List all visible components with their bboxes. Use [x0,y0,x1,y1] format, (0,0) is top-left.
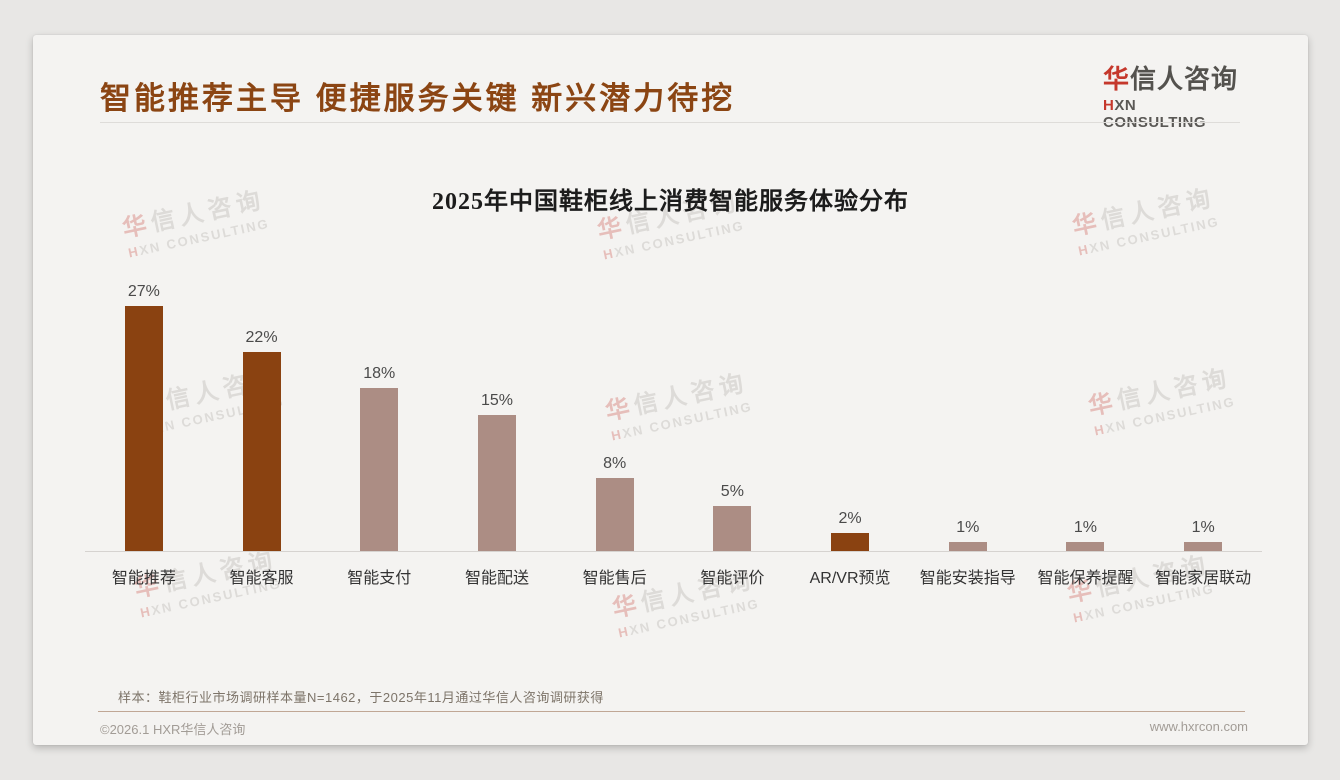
bar-value-label: 22% [245,328,278,346]
category-label-3: 智能配送 [464,570,529,587]
bar-column-5: 5% [674,265,792,551]
footer-divider [98,711,1245,712]
category-label-7: 智能安装指导 [919,570,1016,587]
header-divider [100,122,1240,123]
bar-4 [595,478,634,551]
category-label-9: 智能家居联动 [1155,570,1252,587]
copyright-text: ©2026.1 HXR华信人咨询 [100,722,246,737]
bar-value-label: 18% [363,364,396,382]
bar-0 [124,306,163,551]
bar-value-label: 5% [720,482,744,500]
bar-value-label: 2% [838,509,862,527]
website-text: www.hxrcon.com [1149,719,1248,734]
bar-column-4: 8% [556,265,674,551]
brand-logo: 华信人咨询 HXN CONSULTING [1103,59,1243,131]
logo-cn-accent: 华 [1103,64,1131,94]
category-label-1: 智能客服 [229,570,294,587]
bar-column-1: 22% [203,265,321,551]
bar-value-label: 1% [1191,518,1215,536]
category-label-2: 智能支付 [347,570,412,587]
bar-value-label: 1% [956,518,980,536]
bar-3 [477,415,516,551]
bar-value-label: 8% [603,455,627,473]
bar-column-0: 27% [85,265,203,551]
bar-1 [242,351,281,551]
bar-7 [948,541,987,551]
bar-6 [831,532,870,551]
bar-9 [1184,541,1223,551]
bar-column-6: 2% [791,265,909,551]
logo-en-accent: H [1103,97,1115,114]
page-title: 智能推荐主导 便捷服务关键 新兴潜力待挖 [100,81,736,116]
bar-5 [713,505,752,551]
logo-cn-rest: 信人咨询 [1130,64,1239,94]
category-label-6: AR/VR预览 [809,570,891,587]
bar-column-8: 1% [1027,265,1145,551]
category-label-8: 智能保养提醒 [1037,570,1134,587]
report-slide: 华信人咨询 HXN CONSULTING 华信人咨询 HXN CONSULTING 华信… [33,35,1308,745]
category-label-5: 智能评价 [700,570,765,587]
category-label-0: 智能推荐 [111,570,176,587]
category-label-4: 智能售后 [582,570,647,587]
bar-2 [360,387,399,551]
bar-chart-plot: 27% 22% 18% 15% 8% 5% 2% 1% 1% 1% [85,265,1262,551]
bar-value-label: 27% [127,283,160,301]
bar-8 [1066,541,1105,551]
footer: ©2026.1 HXR华信人咨询 www.hxrcon.com [100,719,1248,738]
bar-column-2: 18% [320,265,438,551]
bar-value-label: 1% [1073,518,1098,536]
logo-english-name: HXN CONSULTING [1103,97,1243,131]
bar-value-label: 15% [480,392,513,409]
bar-column-7: 1% [909,265,1027,551]
bar-column-9: 1% [1144,265,1262,551]
x-axis-line [85,551,1262,552]
bar-column-3: 15% [438,265,556,551]
chart-title: 2025年中国鞋柜线上消费智能服务体验分布 [432,189,909,215]
sample-note: 样本：鞋柜行业市场调研样本量N=1462，于2025年11月通过华信人咨询调研获… [118,690,604,705]
category-axis-labels: 智能推荐 智能客服 智能支付 智能配送 智能售后 智能评价 AR/VR预览 智能安装指导 智能保… [85,564,1262,588]
logo-chinese-name: 华信人咨询 [1103,59,1243,96]
logo-en-rest: XN CONSULTING [1103,97,1207,131]
